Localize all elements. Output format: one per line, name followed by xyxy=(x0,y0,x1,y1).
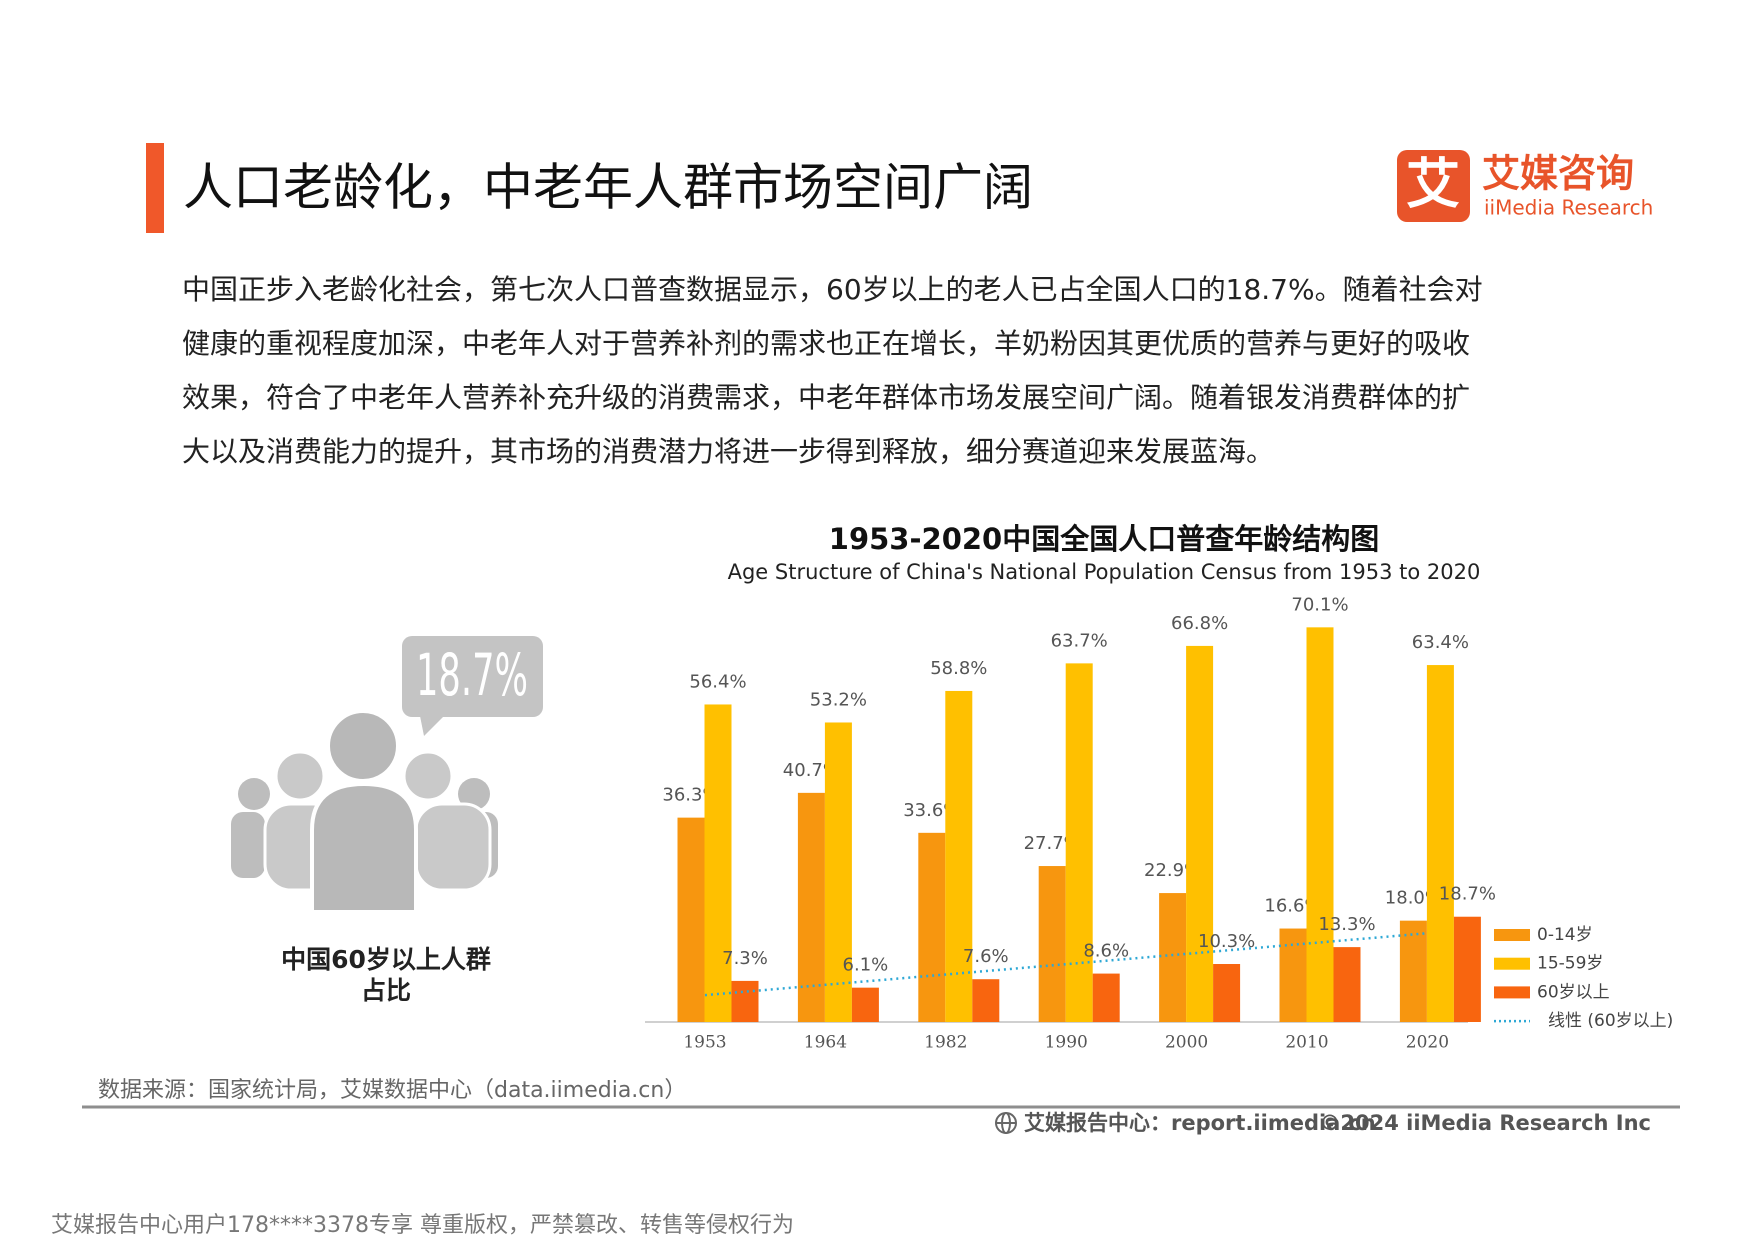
legend-label: 15-59岁 xyxy=(1537,954,1603,974)
x-tick-label: 1964 xyxy=(804,1033,847,1053)
paragraph-line: 中国正步入老龄化社会，第七次人口普查数据显示，60岁以上的老人已占全国人口的18… xyxy=(182,273,1483,306)
person-body xyxy=(414,802,492,892)
bar xyxy=(1426,665,1454,1022)
value-label: 13.3% xyxy=(1318,914,1375,935)
value-label: 70.1% xyxy=(1291,594,1348,615)
chart: 195336.3%56.4%7.3%196440.7%53.2%6.1%1982… xyxy=(662,594,1673,1052)
bar xyxy=(731,980,759,1022)
bubble-value: 18.7% xyxy=(416,641,528,709)
person-body xyxy=(310,781,418,914)
value-label: 63.7% xyxy=(1051,630,1108,651)
bar xyxy=(1213,964,1241,1022)
bar xyxy=(851,987,879,1022)
value-label: 56.4% xyxy=(689,671,746,692)
logo-name-en: iiMedia Research xyxy=(1484,196,1653,220)
watermark: 艾媒报告中心用户178****3378专享 尊重版权，严禁篡改、转售等侵权行为 xyxy=(51,1213,794,1238)
paragraph-line: 大以及消费能力的提升，其市场的消费潜力将进一步得到释放，细分赛道迎来发展蓝海。 xyxy=(182,435,1274,468)
site: 艾媒报告中心：report.iimedia.cn xyxy=(1024,1111,1376,1135)
legend-label: 60岁以上 xyxy=(1537,982,1610,1002)
legend-label: 线性 (60岁以上) xyxy=(1548,1011,1673,1031)
person-head xyxy=(274,750,326,802)
person-body xyxy=(231,812,265,878)
bar xyxy=(1038,866,1066,1022)
x-tick-label: 2000 xyxy=(1165,1033,1208,1053)
paragraph-line: 效果，符合了中老年人营养补充升级的消费需求，中老年群体市场发展空间广阔。随着银发… xyxy=(182,381,1470,414)
value-label: 63.4% xyxy=(1412,632,1469,653)
x-tick-label: 1953 xyxy=(683,1033,726,1053)
value-label: 10.3% xyxy=(1198,931,1255,952)
legend-swatch xyxy=(1494,986,1530,999)
bar xyxy=(824,722,852,1022)
bar xyxy=(677,817,705,1022)
bar xyxy=(797,792,825,1022)
value-label: 58.8% xyxy=(930,658,987,679)
legend-swatch xyxy=(1494,929,1530,941)
chart-title: 1953-2020中国全国人口普查年龄结构图 xyxy=(829,522,1379,556)
value-label: 53.2% xyxy=(810,689,867,710)
copyright: ©2024 iiMedia Research Inc xyxy=(1319,1111,1651,1135)
person-head xyxy=(326,709,400,783)
bar xyxy=(1453,916,1481,1022)
value-label: 7.3% xyxy=(722,948,768,969)
x-tick-label: 1982 xyxy=(924,1033,967,1053)
bar xyxy=(1333,947,1361,1022)
bar xyxy=(1279,928,1307,1022)
legend-label: 0-14岁 xyxy=(1537,925,1593,945)
bar xyxy=(972,979,1000,1022)
caption-line: 占比 xyxy=(361,976,411,1005)
chart-subtitle: Age Structure of China's National Popula… xyxy=(728,560,1481,584)
bar xyxy=(704,704,732,1022)
value-label: 6.1% xyxy=(843,955,889,976)
logo-name: 艾媒咨询 xyxy=(1482,152,1634,196)
person-head xyxy=(402,750,454,802)
bar xyxy=(918,832,946,1022)
bubble-pointer xyxy=(420,716,444,736)
bar xyxy=(1065,663,1093,1022)
person-head xyxy=(238,778,270,810)
bar xyxy=(1092,973,1120,1022)
people-icon xyxy=(231,709,498,914)
value-label: 18.7% xyxy=(1439,884,1496,905)
bar xyxy=(1159,893,1187,1022)
title-accent xyxy=(146,143,164,233)
bar xyxy=(1399,920,1427,1022)
x-tick-label: 2020 xyxy=(1406,1033,1449,1053)
person-head xyxy=(458,778,490,810)
value-bubble xyxy=(402,636,543,717)
logo-icon-box xyxy=(1397,150,1470,222)
source: 数据来源：国家统计局，艾媒数据中心（data.iimedia.cn） xyxy=(98,1078,686,1103)
logo-icon: 艾 xyxy=(1406,153,1460,216)
bar xyxy=(1306,627,1334,1022)
paragraph: 中国正步入老龄化社会，第七次人口普查数据显示，60岁以上的老人已占全国人口的18… xyxy=(182,273,1483,468)
x-tick-label: 1990 xyxy=(1045,1033,1088,1053)
trend-line xyxy=(704,931,1428,997)
bar xyxy=(1186,645,1214,1022)
site-icon xyxy=(995,1112,1017,1134)
paragraph-line: 健康的重视程度加深，中老年人对于营养补剂的需求也正在增长，羊奶粉因其更优质的营养… xyxy=(182,327,1470,360)
value-label: 8.6% xyxy=(1083,941,1129,962)
caption-line: 中国60岁以上人群 xyxy=(281,945,491,974)
page-title: 人口老龄化，中老年人群市场空间广阔 xyxy=(183,159,1033,217)
legend-swatch xyxy=(1494,957,1530,970)
bar xyxy=(945,690,973,1022)
value-label: 7.6% xyxy=(963,946,1009,967)
value-label: 66.8% xyxy=(1171,613,1228,634)
x-tick-label: 2010 xyxy=(1285,1033,1328,1053)
